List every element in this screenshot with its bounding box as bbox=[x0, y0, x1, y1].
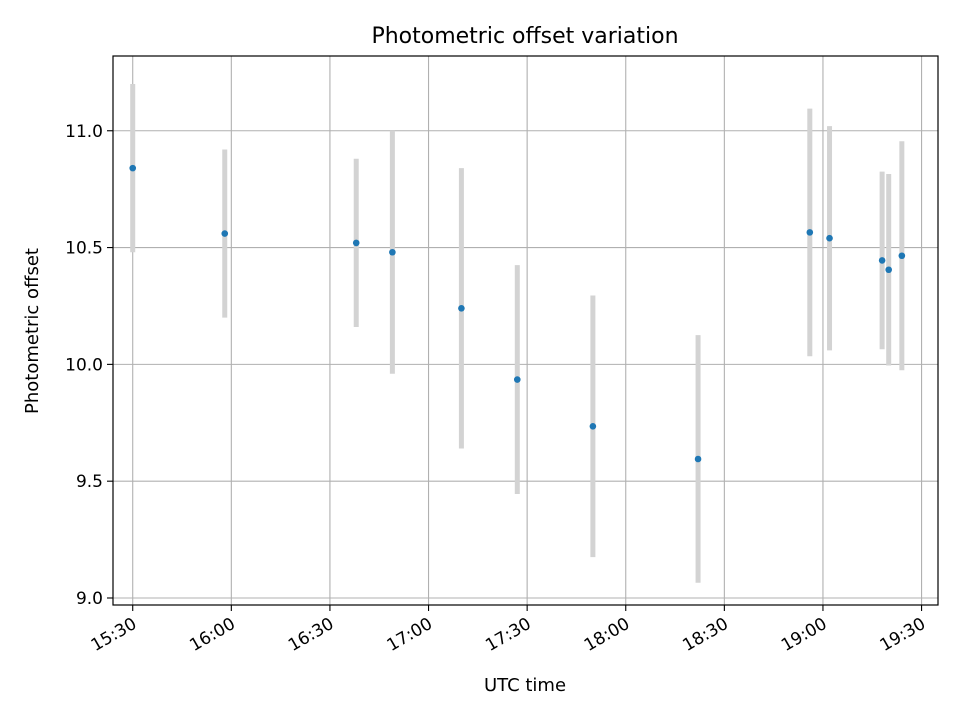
data-point bbox=[878, 257, 886, 264]
plot-background bbox=[113, 56, 938, 605]
data-point bbox=[885, 266, 892, 274]
y-tick-label: 9.0 bbox=[76, 589, 103, 609]
x-tick-label: 17:00 bbox=[384, 614, 436, 656]
data-point bbox=[806, 229, 814, 236]
x-tick-label: 19:00 bbox=[778, 614, 830, 656]
x-tick-label: 16:30 bbox=[285, 614, 337, 656]
plot-frame bbox=[112, 55, 939, 606]
x-tick-label: 17:30 bbox=[482, 614, 534, 656]
x-axis-label: UTC time bbox=[484, 675, 566, 696]
y-axis-label: Photometric offset bbox=[22, 248, 43, 414]
x-tick-label: 18:00 bbox=[581, 614, 633, 656]
y-tick-label: 10.0 bbox=[65, 355, 103, 375]
data-point bbox=[694, 455, 702, 463]
data-point bbox=[898, 252, 906, 260]
x-tick-label: 19:30 bbox=[877, 614, 929, 656]
data-point bbox=[129, 164, 137, 172]
y-tick-label: 10.5 bbox=[65, 239, 103, 259]
data-point bbox=[352, 239, 360, 247]
y-axis-ticks: 9.0 9.5 10.0 10.5 11.0 bbox=[65, 122, 113, 609]
data-point bbox=[389, 248, 396, 256]
data-point bbox=[589, 422, 597, 430]
data-point bbox=[458, 305, 465, 312]
data-points bbox=[129, 164, 906, 463]
x-tick-label: 18:30 bbox=[679, 614, 731, 656]
x-tick-label: 15:30 bbox=[88, 614, 140, 656]
y-tick-label: 9.5 bbox=[76, 472, 103, 492]
data-point bbox=[221, 230, 229, 237]
x-axis-ticks: 15:30 16:00 16:30 17:00 17:30 18:00 18:30 19:00… bbox=[88, 605, 929, 656]
data-point bbox=[826, 234, 833, 242]
x-tick-label: 16:00 bbox=[186, 614, 238, 656]
grid bbox=[113, 56, 938, 605]
data-point bbox=[513, 376, 521, 383]
y-tick-label: 11.0 bbox=[65, 122, 103, 142]
chart-title: Photometric offset variation bbox=[371, 24, 678, 49]
